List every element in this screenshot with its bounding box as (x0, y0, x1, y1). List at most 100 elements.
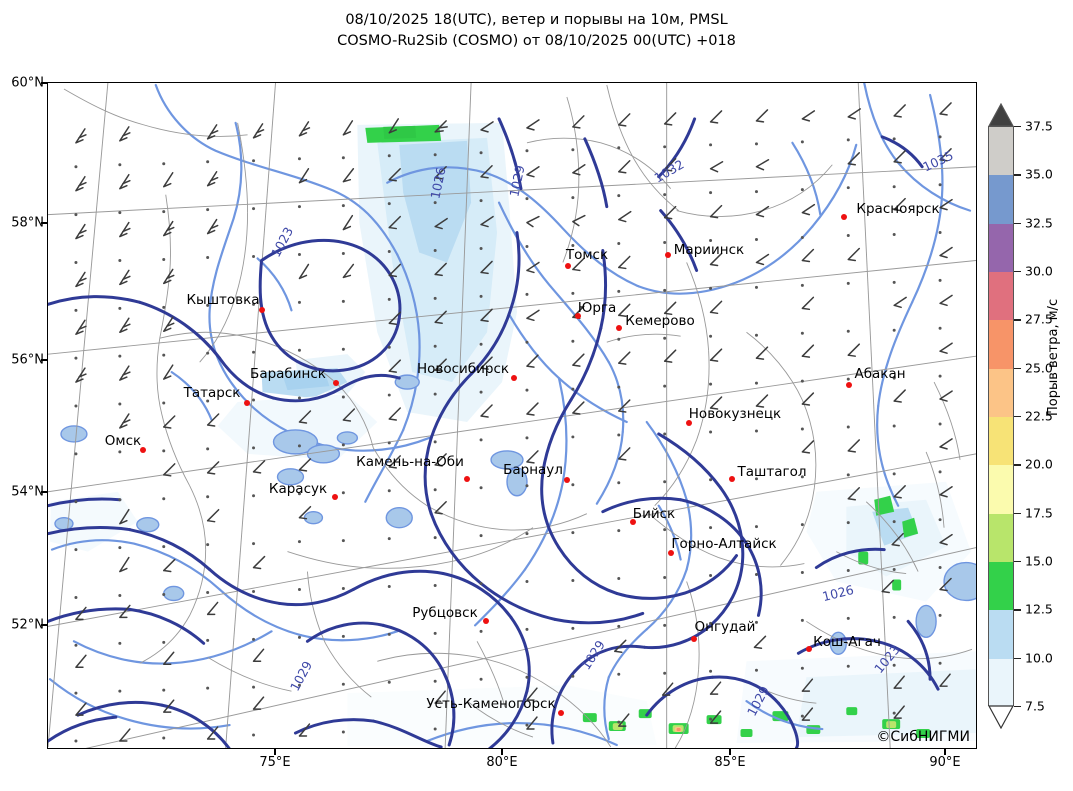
city-label: Рубцовск (412, 605, 478, 621)
colorbar-tick-label-20: 20.0 (1025, 456, 1053, 472)
map-canvas (48, 83, 976, 748)
city-label: Карасук (268, 481, 328, 497)
colorbar-band-30-32.5 (989, 223, 1013, 273)
city-label: Кош-Агач (813, 634, 881, 650)
lon-tickmark-85 (729, 749, 731, 755)
title-line-1: 08/10/2025 18(UTC), ветер и порывы на 10… (345, 12, 728, 28)
colorbar-tick-label-15: 15.0 (1025, 553, 1053, 569)
chart-title-block: 08/10/2025 18(UTC), ветер и порывы на 10… (0, 10, 1073, 52)
city-label: Кемерово (625, 313, 695, 329)
lat-tick-label-52: 52°N (11, 617, 44, 633)
colorbar-tick-label-35: 35.0 (1025, 166, 1053, 182)
city-label: Новокузнецк (688, 406, 782, 422)
colorbar-band-7.5-10 (989, 658, 1013, 708)
lat-tick-label-54: 54°N (11, 484, 44, 500)
colorbar-tick-7.5 (1014, 706, 1021, 708)
colorbar-band-15-17.5 (989, 513, 1013, 563)
lat-tick-label-56: 56°N (11, 352, 44, 368)
isobar-layer (48, 117, 940, 748)
colorbar-tick-label-25: 25.0 (1025, 360, 1053, 376)
city-marker[interactable] (464, 476, 470, 482)
city-marker[interactable] (616, 325, 622, 331)
colorbar-tick-10 (1014, 657, 1021, 660)
city-marker[interactable] (575, 313, 581, 319)
colorbar-tick-12.5 (1014, 609, 1021, 611)
colorbar-tick-label-30: 30.0 (1025, 263, 1053, 279)
city-label: Кыштовка (186, 292, 260, 308)
city-label: Усть-Каменогорск (426, 696, 556, 712)
city-marker[interactable] (806, 646, 812, 652)
city-label: Юрга (577, 300, 617, 316)
city-marker[interactable] (691, 636, 697, 642)
colorbar-tick-35 (1014, 174, 1021, 176)
city-marker[interactable] (686, 420, 692, 426)
city-marker[interactable] (565, 263, 571, 269)
lat-tickmark-54 (41, 491, 47, 493)
city-marker[interactable] (665, 252, 671, 258)
colorbar-tick-label-22.5: 22.5 (1025, 408, 1053, 424)
city-label: Красноярск (856, 201, 940, 217)
colorbar-tick-27.5 (1014, 319, 1021, 321)
colorbar-tick-label-27.5: 27.5 (1025, 311, 1053, 327)
colorbar-axis-title: Порыв ветра, м/с (1046, 298, 1061, 416)
colorbar-over-arrow (988, 103, 1014, 127)
colorbar-band-12.5-15 (989, 562, 1013, 611)
city-marker[interactable] (846, 382, 852, 388)
city-marker[interactable] (140, 447, 146, 453)
lon-tickmark-80 (501, 749, 503, 755)
wind-barb-layer (75, 102, 953, 742)
city-marker[interactable] (511, 375, 517, 381)
city-marker[interactable] (333, 380, 339, 386)
grid-point-layer (74, 135, 942, 743)
city-marker[interactable] (483, 618, 489, 624)
colorbar-tick-label-17.5: 17.5 (1025, 505, 1053, 521)
lat-tickmark-58 (41, 222, 47, 224)
city-marker[interactable] (558, 710, 564, 716)
colorbar-tick-label-10: 10.0 (1025, 650, 1053, 666)
lat-tickmark-52 (41, 624, 47, 626)
colorbar-band-10-12.5 (989, 610, 1013, 660)
colorbar-tick-22.5 (1014, 416, 1021, 418)
city-label: Барабинск (250, 366, 326, 382)
admin-boundary-layer (63, 84, 973, 748)
colorbar-tick-20 (1014, 464, 1021, 466)
lat-tick-label-58: 58°N (11, 215, 44, 231)
city-marker[interactable] (564, 477, 570, 483)
city-marker[interactable] (841, 214, 847, 220)
colorbar-band-20-22.5 (989, 417, 1013, 466)
city-label: Омск (104, 433, 142, 449)
copyright-notice: ©СибНИГМИ (876, 729, 970, 745)
colorbar-band-32.5-35 (989, 175, 1013, 225)
colorbar-tick-label-12.5: 12.5 (1025, 601, 1053, 617)
city-label: Горно-Алтайск (671, 536, 777, 552)
gust-colorbar[interactable] (988, 126, 1014, 708)
city-label: Новосибирск (416, 361, 510, 377)
city-marker[interactable] (332, 494, 338, 500)
lon-tickmark-90 (944, 749, 946, 755)
city-marker[interactable] (668, 550, 674, 556)
title-line-2: COSMO-Ru2Sib (COSMO) от 08/10/2025 00(UT… (337, 33, 736, 49)
colorbar-tick-32.5 (1014, 222, 1021, 225)
city-marker[interactable] (244, 400, 250, 406)
colorbar-tick-37.5 (1014, 126, 1021, 128)
city-label: Онгудай (694, 619, 756, 635)
city-marker[interactable] (259, 307, 265, 313)
colorbar-band-17.5-20 (989, 465, 1013, 515)
colorbar-tick-label-32.5: 32.5 (1025, 215, 1053, 231)
city-label: Камень-на-Оби (356, 454, 464, 470)
city-marker[interactable] (630, 519, 636, 525)
weather-map[interactable]: 1023 1026 1029 1032 1035 1026 1029 1029 1029 1023… (47, 82, 977, 749)
city-marker[interactable] (729, 476, 735, 482)
lon-tick-label-75: 75°E (259, 755, 291, 770)
city-label: Барнаул (503, 462, 563, 478)
city-label: Мариинск (673, 242, 745, 258)
city-label: Томск (565, 247, 609, 263)
lat-tickmark-56 (41, 359, 47, 361)
colorbar-band-35-37.5 (989, 127, 1013, 176)
colorbar-tick-17.5 (1014, 512, 1021, 515)
colorbar-band-22.5-25 (989, 368, 1013, 418)
city-label: Татарск (183, 385, 241, 401)
colorbar-tick-30 (1014, 271, 1021, 273)
colorbar-tick-15 (1014, 561, 1021, 563)
lat-tickmark-60 (41, 82, 47, 84)
